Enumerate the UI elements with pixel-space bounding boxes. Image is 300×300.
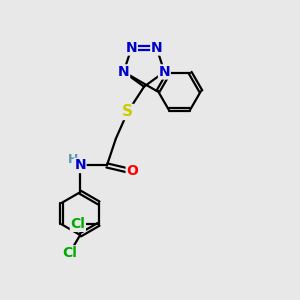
- Text: N: N: [74, 158, 86, 172]
- Text: H: H: [68, 153, 78, 166]
- Text: Cl: Cl: [62, 246, 77, 260]
- Text: N: N: [159, 65, 170, 79]
- Text: N: N: [126, 41, 137, 55]
- Text: S: S: [122, 104, 133, 119]
- Text: O: O: [126, 164, 138, 178]
- Text: N: N: [151, 41, 162, 55]
- Text: Cl: Cl: [70, 217, 85, 231]
- Text: N: N: [118, 65, 130, 79]
